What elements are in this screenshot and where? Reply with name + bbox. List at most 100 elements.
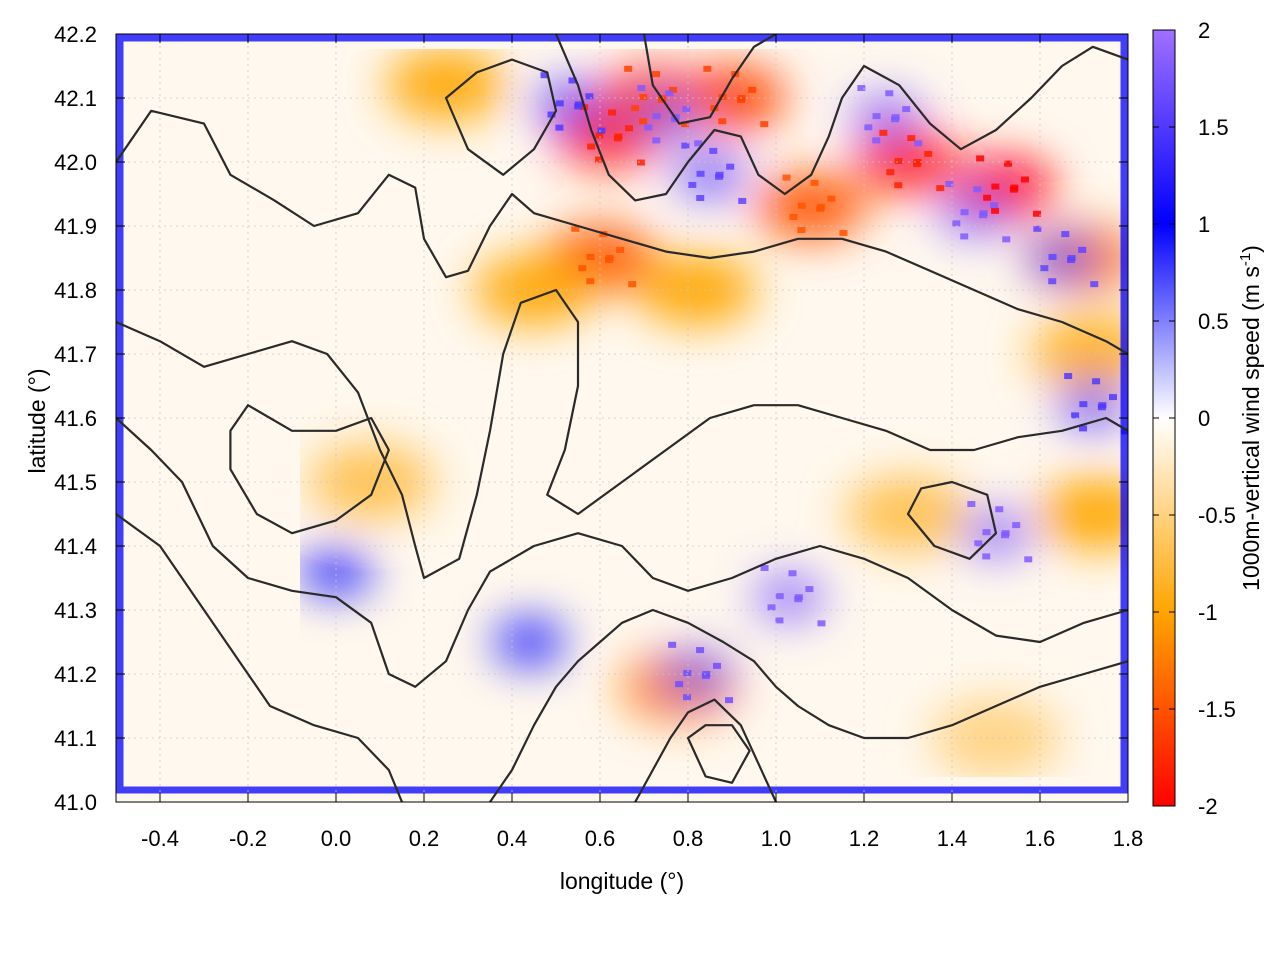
field-cell [952, 220, 961, 227]
field-cell [1002, 236, 1011, 243]
y-tick-label: 42.0 [54, 150, 97, 175]
x-tick-label: 1.2 [849, 826, 880, 851]
field-cell [1079, 401, 1088, 408]
field-cell [990, 202, 999, 209]
field-cell [839, 229, 848, 236]
field-cell [628, 281, 637, 288]
field-feature [300, 547, 372, 596]
grid [116, 34, 1128, 802]
field-cell [624, 65, 633, 72]
colorbar-tick-label: 1 [1198, 212, 1210, 237]
colorbar-label-sup: -1 [1237, 253, 1254, 266]
terrain-contour [686, 724, 751, 784]
field-cell [760, 565, 769, 572]
field-cell [857, 85, 866, 92]
terrain-contour [554, 34, 1128, 202]
field-cell [973, 186, 982, 193]
field-cell [726, 163, 735, 170]
field-cell [652, 113, 661, 120]
field-cell [637, 85, 646, 92]
terrain-contour [642, 34, 778, 125]
field-cell [1092, 378, 1101, 385]
field-cell [960, 209, 969, 216]
field-cell [652, 71, 661, 78]
field-feature [474, 254, 594, 326]
y-axis: 41.0 41.1 41.2 41.3 41.4 41.5 41.6 41.7 41.8 41.9… [54, 22, 1128, 815]
field-cell [652, 137, 661, 144]
field-cell [894, 157, 903, 164]
field-cell [696, 647, 705, 654]
y-tick-label: 41.1 [54, 726, 97, 751]
field-cell [991, 207, 1000, 214]
field-cell [967, 501, 976, 508]
x-tick-label: 1.4 [937, 826, 968, 851]
field-cell [1061, 231, 1070, 238]
field-cell [1024, 556, 1033, 563]
field-cell [797, 227, 806, 234]
x-axis: -0.4 -0.2 0.0 0.2 0.4 0.6 0.8 1.0 1.2 1.4 1.6 1.8 [141, 34, 1143, 851]
field-cell [703, 65, 712, 72]
wind-field-cores [540, 65, 1128, 704]
field-cell [748, 86, 757, 93]
terrain-contour [488, 608, 1128, 802]
x-tick-label: 0.4 [497, 826, 528, 851]
colorbar-ticks: 2 1.5 1 0.5 0 -0.5 -1 -1.5 -2 [1153, 18, 1236, 819]
plot-area [115, 33, 1129, 803]
field-cell [879, 129, 888, 136]
x-tick-label: 1.6 [1025, 826, 1056, 851]
field-cell [597, 127, 606, 134]
field-cell [683, 694, 692, 701]
field-cell [644, 124, 653, 131]
field-cell [872, 113, 881, 120]
terrain-contour [444, 58, 558, 176]
field-cell [1067, 257, 1076, 264]
field-cell [587, 143, 596, 150]
field-cell [616, 246, 625, 253]
x-tick-label: 0.0 [321, 826, 352, 851]
field-cell [1001, 532, 1010, 539]
colorbar-tick-label: -0.5 [1198, 503, 1236, 528]
field-feature [674, 150, 746, 199]
field-cell [715, 173, 724, 180]
field-cell [817, 620, 826, 627]
field-cell [1004, 160, 1013, 167]
terrain-contour [116, 416, 1128, 688]
field-cell [760, 121, 769, 128]
y-tick-label: 41.2 [54, 662, 97, 687]
field-cell [737, 97, 746, 104]
field-cell [578, 265, 587, 272]
field-cell [913, 161, 922, 168]
y-axis-label: latitude (°) [24, 368, 50, 473]
colorbar-tick-label: 0.5 [1198, 309, 1229, 334]
field-cell [1048, 253, 1057, 260]
colorbar: 2 1.5 1 0.5 0 -0.5 -1 -1.5 -2 1000m-vertical win… [1152, 18, 1264, 819]
field-cell [995, 506, 1004, 513]
field-cell [725, 697, 734, 704]
colorbar-tick-label: 2 [1198, 18, 1210, 43]
x-tick-label: 0.2 [409, 826, 440, 851]
field-cell [864, 124, 873, 131]
field-cell [605, 257, 614, 264]
field-cell [555, 124, 564, 131]
field-cell [805, 586, 814, 593]
field-feature [756, 173, 867, 240]
field-cell [1020, 176, 1029, 183]
field-cell [810, 179, 819, 186]
field-cell [1033, 210, 1042, 217]
field-feature [386, 49, 506, 122]
field-cell [555, 100, 564, 107]
field-cell [1009, 186, 1018, 193]
field-feature [636, 254, 757, 326]
field-feature [931, 699, 1061, 777]
field-cell [979, 212, 988, 219]
field-cell [568, 77, 577, 84]
field-cell [1090, 281, 1099, 288]
field-cell [902, 106, 911, 113]
field-cell [991, 183, 1000, 190]
field-cell [571, 225, 580, 232]
field-cell [738, 197, 747, 204]
field-cell [540, 72, 549, 79]
x-tick-label: 1.8 [1113, 826, 1144, 851]
field-cell [885, 90, 894, 97]
